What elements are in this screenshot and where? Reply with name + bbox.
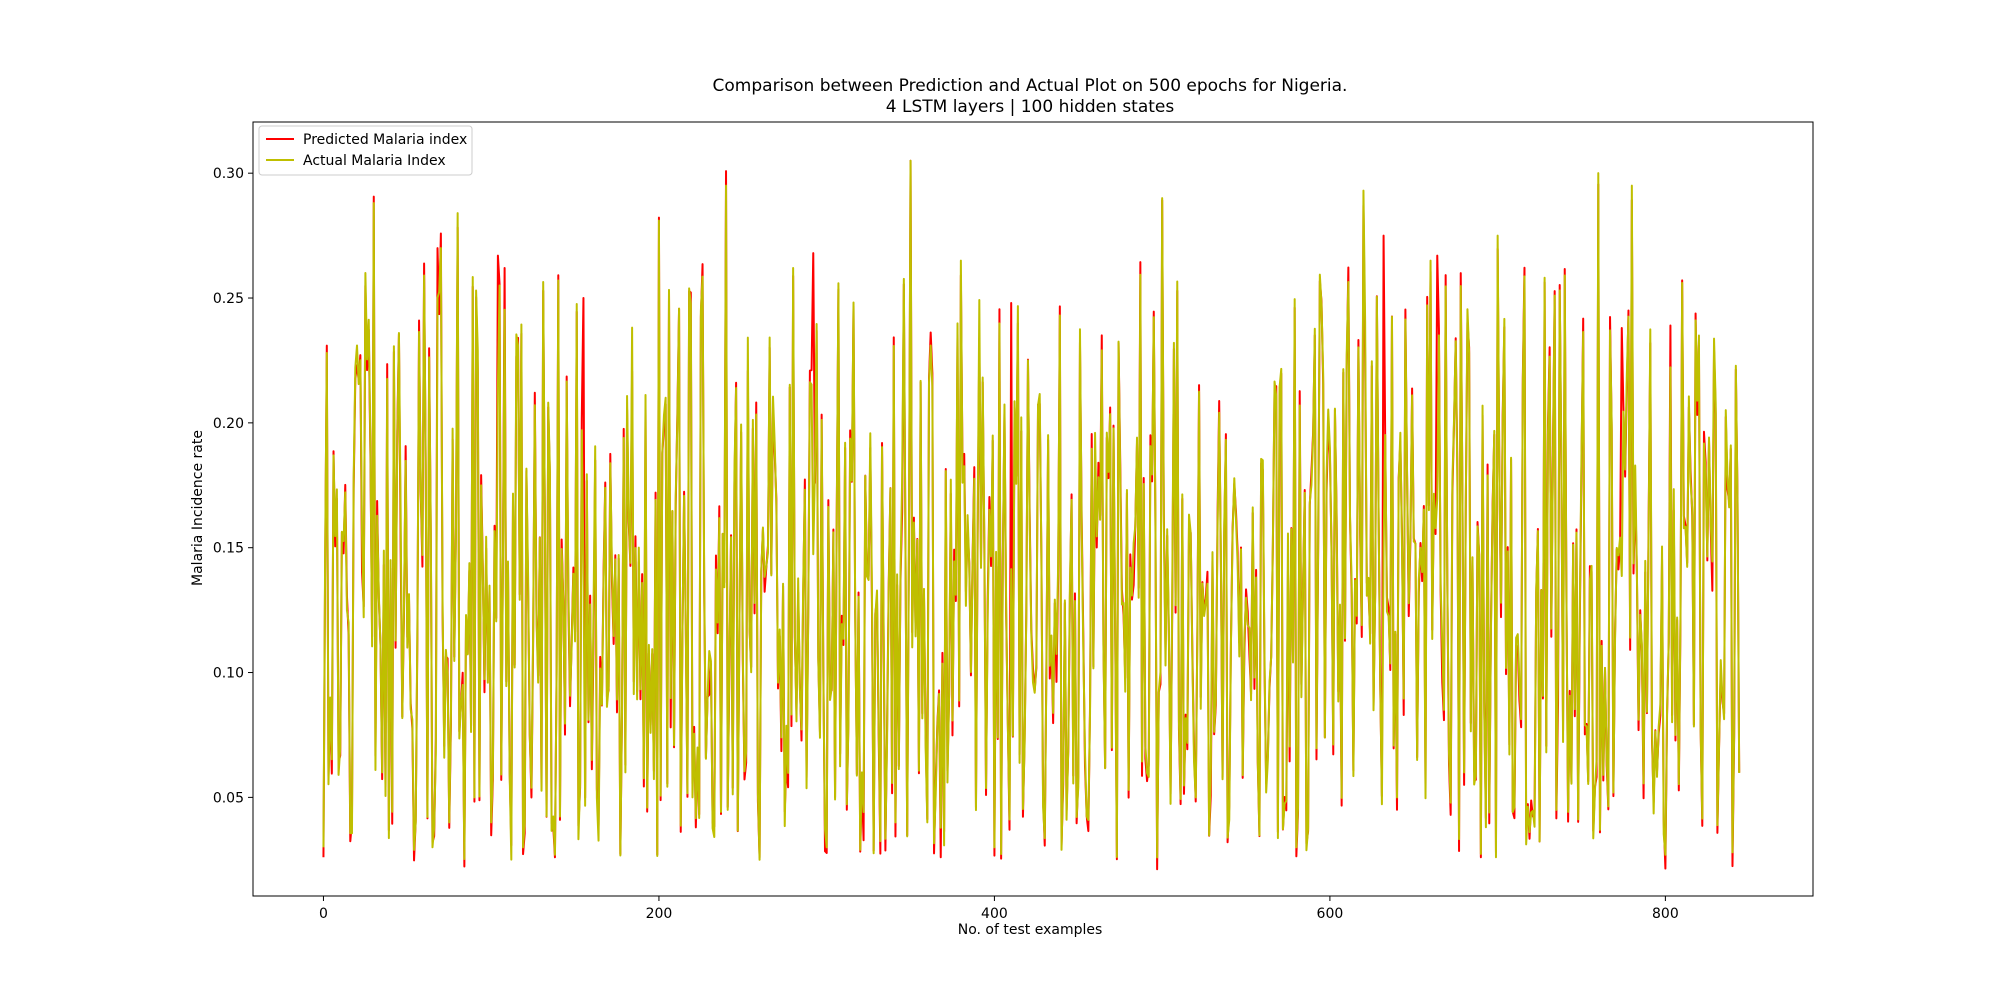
plot-frame (252, 121, 1814, 897)
legend-box (258, 125, 473, 176)
y-tick-label: 0.15 (213, 541, 244, 557)
y-tick-label: 0.30 (213, 166, 244, 182)
legend: Predicted Malaria index Actual Malaria I… (258, 125, 473, 176)
chart-title: Comparison between Prediction and Actual… (713, 76, 1348, 96)
x-tick-label: 800 (1652, 906, 1679, 922)
axes: 0 200 400 600 800 0.05 0.10 0.15 0.20 0.25 0.30 (213, 121, 1814, 922)
x-tick-label: 600 (1317, 906, 1344, 922)
x-tick-label: 0 (319, 906, 328, 922)
series-line-actual (322, 159, 1741, 861)
y-tick-label: 0.10 (213, 666, 244, 682)
legend-label-predicted: Predicted Malaria index (303, 132, 467, 148)
legend-label-actual: Actual Malaria Index (303, 153, 446, 169)
y-axis-label: Malaria Incidence rate (190, 430, 206, 586)
x-tick-label: 200 (646, 906, 673, 922)
x-axis-label: No. of test examples (958, 922, 1103, 938)
y-tick-label: 0.20 (213, 416, 244, 432)
y-tick-label: 0.25 (213, 291, 244, 307)
chart-subtitle: 4 LSTM layers | 100 hidden states (886, 97, 1175, 117)
y-tick-label: 0.05 (213, 790, 244, 806)
plot-lines (322, 159, 1741, 871)
x-tick-label: 400 (981, 906, 1008, 922)
